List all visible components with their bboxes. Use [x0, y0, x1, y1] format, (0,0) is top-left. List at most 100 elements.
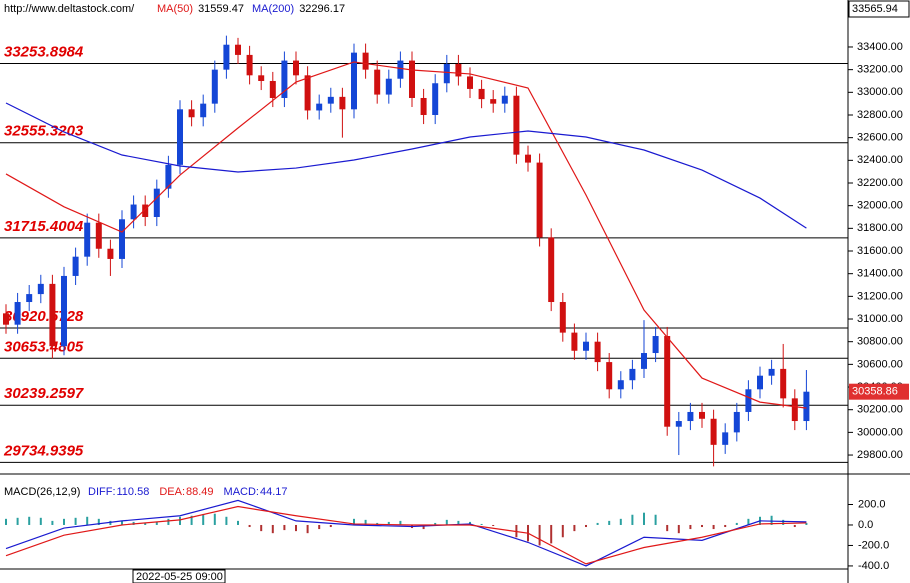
macd-title: MACD(26,12,9) — [4, 486, 80, 498]
candle-body — [281, 60, 288, 98]
candle-body — [72, 256, 79, 276]
candle-body — [548, 237, 555, 303]
candle-body — [107, 248, 114, 259]
y-tick-label: -400.0 — [858, 560, 889, 572]
candle-body — [536, 162, 543, 238]
candle-body — [583, 341, 589, 351]
candle-body — [420, 97, 427, 115]
candle-body — [235, 44, 241, 55]
candle-body — [316, 103, 323, 111]
date-box — [132, 569, 226, 583]
legend-value: 44.17 — [260, 486, 288, 498]
y-tick-label: 32600.00 — [857, 132, 903, 144]
y-tick-label: 32000.00 — [857, 200, 903, 212]
candle-body — [780, 368, 787, 399]
candle-body — [258, 75, 265, 81]
legend-name: DIFF: — [88, 486, 116, 498]
candle-body — [641, 353, 647, 369]
candle-body — [153, 188, 160, 218]
candle-body — [652, 336, 659, 354]
candle-body — [165, 164, 172, 189]
source-url: http://www.deltastock.com/ — [4, 3, 135, 15]
candle-body — [710, 418, 717, 445]
y-tick-label: 31200.00 — [857, 290, 903, 302]
candle-body — [351, 52, 357, 110]
candle-body — [501, 95, 508, 104]
candle-body — [745, 389, 752, 412]
candle-body — [432, 83, 439, 115]
level-label: 31715.4004 — [4, 218, 84, 235]
candle-body — [3, 313, 9, 325]
candle-body — [246, 54, 253, 76]
legend-name: MACD: — [224, 486, 259, 498]
legend-name: MA(50) — [157, 3, 193, 15]
level-label: 32555.3203 — [4, 123, 84, 140]
level-label: 33253.8984 — [4, 44, 84, 61]
legend-name: MA(200) — [252, 3, 294, 15]
candle-body — [14, 302, 21, 325]
y-tick-label: 30200.00 — [857, 404, 903, 416]
y-tick-label: 31000.00 — [857, 313, 903, 325]
candle-body — [130, 204, 137, 220]
candle-body — [722, 432, 729, 445]
macd-line — [5, 499, 807, 567]
candle-body — [768, 368, 775, 376]
y-tick-label: 30000.00 — [857, 426, 903, 438]
candle-body — [571, 332, 578, 351]
candle-body — [606, 362, 613, 390]
y-tick-label: 31800.00 — [857, 222, 903, 234]
y-tick-label: -200.0 — [858, 539, 889, 551]
last-price-box — [849, 383, 909, 400]
candle-body — [374, 69, 381, 95]
candle-body — [617, 380, 624, 390]
legend-name: DEA: — [159, 486, 185, 498]
candle-body — [49, 283, 56, 347]
candle-body — [629, 368, 636, 381]
legend-value: 31559.47 — [198, 3, 244, 15]
ma-line — [5, 61, 807, 409]
y-tick-label: 29800.00 — [857, 449, 903, 461]
candle-body — [293, 60, 299, 76]
candle-body — [95, 222, 102, 249]
candle-body — [467, 76, 473, 89]
top-price: 33565.94 — [852, 3, 898, 15]
candle-body — [443, 63, 450, 84]
candle-body — [525, 154, 531, 163]
candle-body — [594, 341, 601, 363]
candle-body — [664, 336, 671, 427]
level-label: 29734.9395 — [3, 442, 84, 459]
candle-body — [304, 75, 311, 111]
candle-body — [362, 52, 369, 70]
level-label: 30239.2597 — [4, 385, 84, 402]
candle-body — [177, 109, 183, 165]
y-tick-label: 31600.00 — [857, 245, 903, 257]
candle-body — [61, 275, 67, 347]
candle-body — [791, 398, 798, 422]
y-tick-label: 33400.00 — [857, 41, 903, 53]
last-price: 30358.86 — [852, 386, 898, 398]
candle-body — [803, 391, 810, 422]
ma-line — [5, 102, 807, 229]
candle-body — [409, 60, 415, 98]
candle-body — [513, 95, 520, 155]
candle-body — [37, 283, 44, 295]
candle-body — [119, 219, 125, 259]
candle-body — [211, 69, 218, 104]
candle-body — [455, 63, 462, 77]
candle-body — [699, 411, 705, 419]
legend-value: 110.58 — [117, 486, 150, 498]
y-tick-label: 31400.00 — [857, 268, 903, 280]
candle-body — [269, 80, 276, 98]
candle-body — [188, 109, 195, 118]
candle-body — [733, 411, 740, 433]
candle-body — [559, 302, 566, 333]
candle-body — [687, 411, 694, 422]
y-tick-label: 33000.00 — [857, 86, 903, 98]
legend-value: 32296.17 — [299, 3, 345, 15]
y-tick-label: 33200.00 — [857, 64, 903, 76]
top-price-box — [848, 0, 910, 18]
macd-line — [5, 505, 807, 565]
